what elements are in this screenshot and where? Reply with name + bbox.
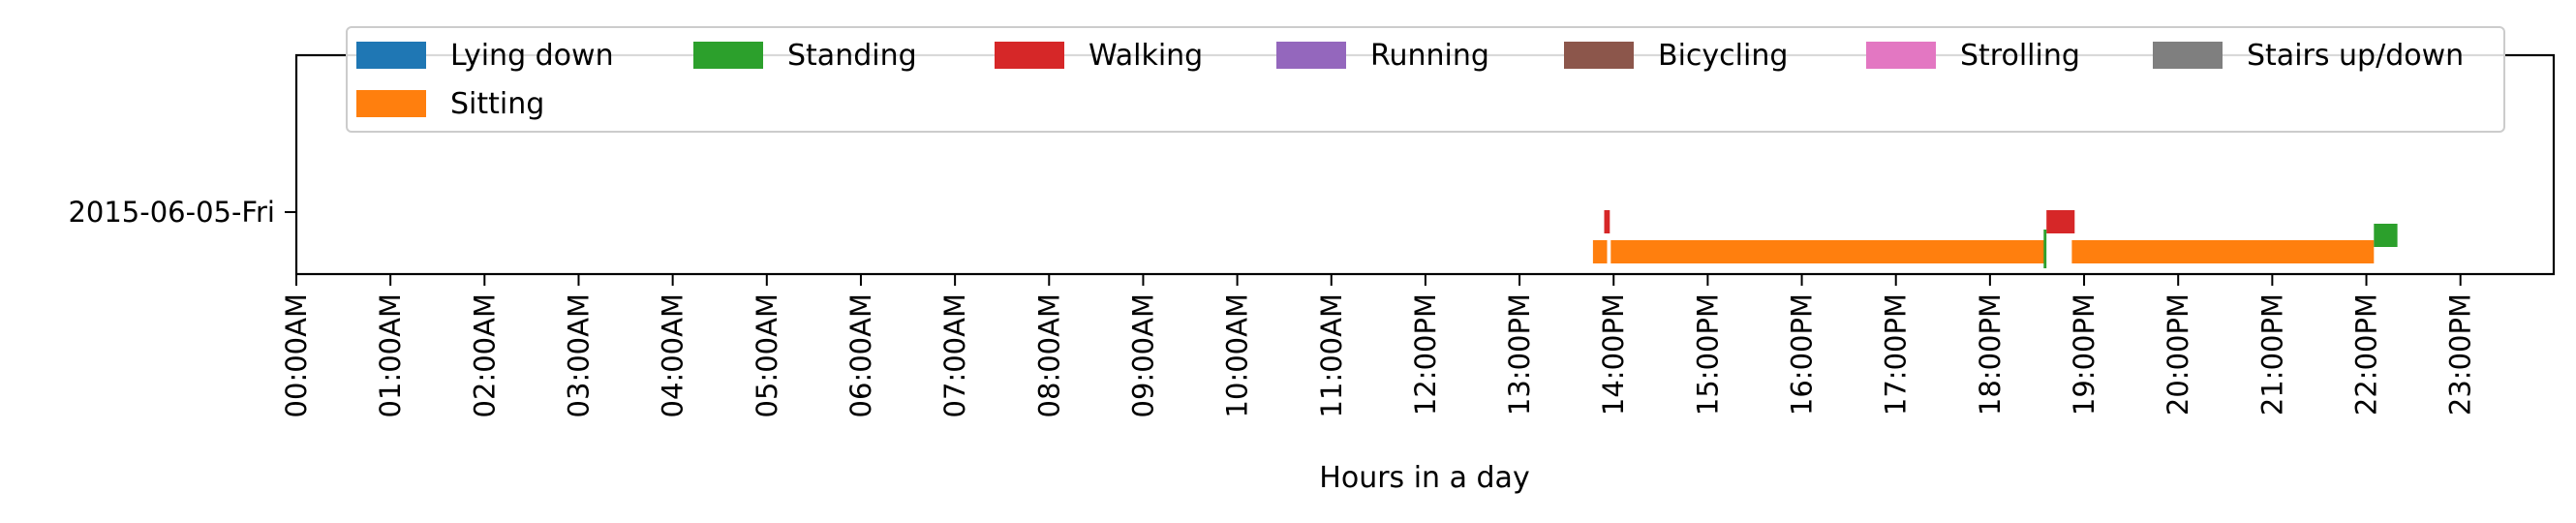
x-tick-label: 18:00PM: [1974, 293, 2007, 415]
bar-sitting-0: [1592, 240, 1608, 263]
x-tick-label: 07:00AM: [938, 293, 971, 417]
x-tick-label: 20:00PM: [2162, 293, 2194, 415]
legend-label: Walking: [1089, 39, 1203, 73]
x-tick-label: 05:00AM: [751, 293, 783, 417]
x-axis: 00:00AM 01:00AM 02:00AM 03:00AM 04:00AM 05:00…: [280, 274, 2477, 417]
legend-swatch-walking: [995, 42, 1064, 69]
legend-label: Sitting: [450, 87, 544, 121]
bar-sitting-1: [1610, 240, 2045, 263]
x-tick-label: 12:00PM: [1409, 293, 1442, 415]
x-tick-label: 02:00AM: [468, 293, 501, 417]
x-tick-label: 13:00PM: [1503, 293, 1536, 415]
x-tick-label: 17:00PM: [1880, 293, 1913, 415]
legend-swatch-running: [1276, 42, 1346, 69]
x-tick-label: 01:00AM: [374, 293, 407, 417]
x-tick-label: 03:00AM: [562, 293, 595, 417]
bar-walking-1: [2046, 210, 2075, 233]
legend-swatch-standing: [693, 42, 763, 69]
x-tick-label: 04:00AM: [657, 293, 690, 417]
bar-walking-0: [1604, 210, 1610, 233]
legend-swatch-sitting: [356, 90, 426, 117]
legend-label: Standing: [787, 39, 917, 73]
bars-layer: [1592, 210, 2398, 268]
x-tick-label: 00:00AM: [280, 293, 313, 417]
legend-label: Lying down: [450, 39, 614, 73]
legend-swatch-bicycling: [1564, 42, 1634, 69]
legend: Lying down Standing Walking Running Bicyclin…: [346, 26, 2505, 133]
x-tick-label: 08:00AM: [1032, 293, 1065, 417]
y-axis: 2015-06-05-Fri: [68, 196, 296, 229]
x-tick-label: 23:00PM: [2444, 293, 2477, 415]
legend-label: Bicycling: [1658, 39, 1788, 73]
x-tick-label: 21:00PM: [2255, 293, 2288, 415]
legend-swatch-stairs-up-down: [2153, 42, 2223, 69]
x-tick-label: 11:00AM: [1315, 293, 1348, 417]
bar-standing-0: [2043, 230, 2047, 268]
x-tick-label: 22:00PM: [2350, 293, 2383, 415]
y-tick-label: 2015-06-05-Fri: [68, 196, 275, 229]
x-tick-label: 15:00PM: [1691, 293, 1724, 415]
bar-sitting-2: [2071, 240, 2375, 263]
bar-standing-1: [2374, 224, 2398, 247]
legend-label: Stairs up/down: [2247, 39, 2464, 73]
x-axis-label: Hours in a day: [1319, 461, 1529, 495]
legend-swatch-lying-down: [356, 42, 426, 69]
x-tick-label: 16:00PM: [1786, 293, 1819, 415]
x-tick-label: 10:00AM: [1221, 293, 1254, 417]
x-tick-label: 19:00PM: [2068, 293, 2101, 415]
x-tick-label: 09:00AM: [1126, 293, 1159, 417]
legend-label: Running: [1370, 39, 1489, 73]
legend-box: [346, 26, 2505, 133]
x-tick-label: 06:00AM: [844, 293, 877, 417]
legend-swatch-strolling: [1866, 42, 1936, 69]
x-tick-label: 14:00PM: [1597, 293, 1630, 415]
legend-label: Strolling: [1960, 39, 2080, 73]
